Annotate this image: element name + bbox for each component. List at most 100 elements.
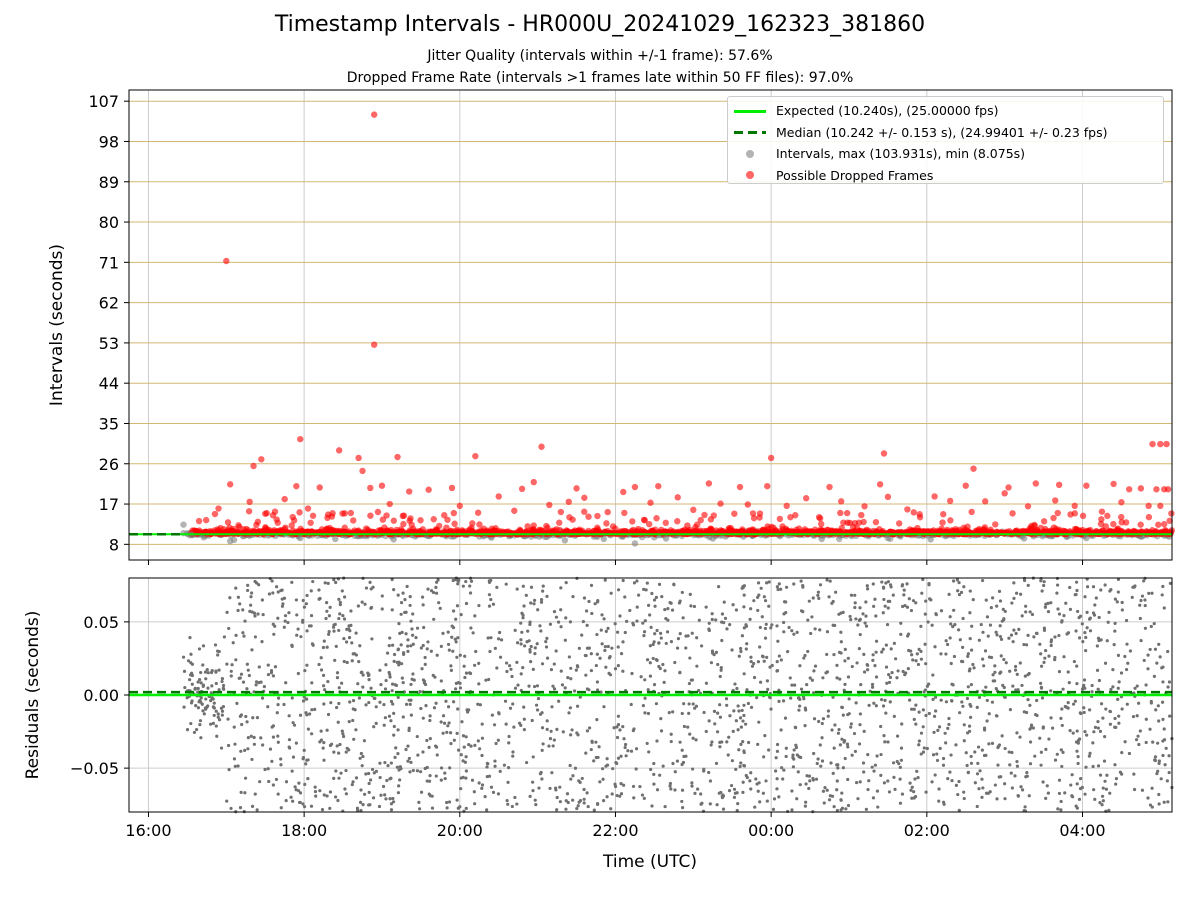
residual-point	[815, 761, 819, 766]
residual-point	[924, 790, 928, 794]
interval-point	[631, 540, 639, 547]
residual-point	[364, 772, 368, 776]
residual-point	[1147, 591, 1151, 595]
residual-point	[1152, 622, 1156, 626]
residual-point	[577, 646, 581, 650]
residual-point	[938, 746, 942, 750]
residual-point	[464, 579, 468, 584]
residual-point	[201, 644, 206, 648]
residual-point	[288, 746, 292, 750]
residual-point	[249, 591, 254, 595]
residual-point	[454, 681, 458, 685]
dropped-frame-point	[767, 454, 775, 462]
residual-point	[1059, 808, 1063, 812]
residual-point	[709, 661, 714, 665]
residual-point	[410, 627, 414, 631]
residual-point	[799, 609, 804, 613]
dropped-frame-point	[1052, 525, 1060, 533]
residual-point	[1108, 791, 1112, 795]
residual-point	[596, 755, 600, 760]
residual-point	[1075, 682, 1079, 686]
residual-point	[866, 787, 870, 792]
residual-point	[332, 629, 336, 633]
residual-point	[205, 705, 209, 709]
interval-point	[818, 535, 825, 543]
residual-point	[604, 629, 608, 633]
dropped-frame-point	[764, 523, 771, 530]
residual-point	[1062, 614, 1066, 618]
residual-point	[357, 660, 361, 664]
residual-point	[748, 617, 752, 621]
residual-point	[623, 630, 627, 635]
residual-point	[1015, 731, 1019, 735]
residual-point	[1159, 777, 1163, 781]
residual-point	[1157, 792, 1161, 797]
residual-point	[1127, 751, 1132, 756]
residual-point	[821, 717, 826, 721]
residual-point	[1146, 653, 1150, 657]
residual-point	[750, 664, 755, 668]
residual-point	[589, 668, 594, 673]
residual-point	[456, 748, 461, 752]
residual-point	[229, 669, 233, 673]
dropped-frame-point	[359, 467, 366, 475]
residual-point	[707, 628, 711, 633]
residual-point	[910, 707, 914, 711]
residual-point	[325, 645, 329, 649]
residual-point	[1072, 659, 1076, 664]
residual-point	[737, 654, 741, 658]
residual-point	[1087, 617, 1092, 621]
residual-point	[897, 762, 901, 766]
residual-point	[775, 749, 780, 753]
residual-point	[1113, 629, 1117, 633]
residual-point	[767, 748, 771, 752]
dropped-frame-point	[250, 462, 257, 470]
residual-point	[1109, 687, 1113, 692]
dropped-frame-point	[406, 488, 413, 495]
residual-point	[944, 741, 948, 745]
residual-point	[1022, 710, 1026, 714]
residual-point	[1101, 786, 1105, 790]
residual-point	[334, 769, 338, 773]
intervals-x-ticks	[147, 560, 1083, 565]
residual-point	[405, 584, 409, 589]
residual-point	[1031, 726, 1035, 730]
residual-point	[1111, 668, 1115, 672]
dropped-frame-point	[1118, 519, 1125, 526]
residual-point	[473, 663, 477, 667]
residual-point	[853, 593, 857, 597]
residual-point	[400, 676, 404, 680]
residual-point	[618, 794, 622, 798]
residual-point	[227, 626, 231, 631]
residual-point	[594, 663, 598, 668]
residual-point	[276, 734, 280, 738]
residual-point	[301, 757, 305, 761]
residual-point	[853, 605, 857, 610]
residual-point	[993, 670, 997, 674]
residual-point	[1013, 668, 1018, 672]
residual-point	[1157, 719, 1161, 723]
residual-point	[816, 757, 820, 761]
residual-point	[733, 791, 737, 795]
residual-point	[678, 740, 682, 744]
residual-point	[1149, 701, 1153, 705]
residual-point	[726, 753, 730, 757]
residual-point	[1108, 709, 1112, 714]
residual-point	[849, 722, 853, 726]
residual-point	[290, 580, 294, 584]
residual-point	[660, 595, 664, 599]
residual-point	[585, 623, 589, 627]
dropped-frame-point	[253, 529, 260, 537]
residual-point	[1057, 778, 1062, 782]
residual-point	[583, 653, 587, 658]
residual-point	[924, 662, 928, 666]
residual-point	[943, 731, 947, 735]
residual-point	[336, 720, 340, 724]
residual-point	[777, 654, 781, 658]
residual-point	[610, 646, 614, 650]
residual-point	[350, 641, 354, 645]
dropped-frame-point	[363, 525, 370, 532]
residual-point	[554, 649, 558, 653]
residual-point	[659, 631, 663, 635]
